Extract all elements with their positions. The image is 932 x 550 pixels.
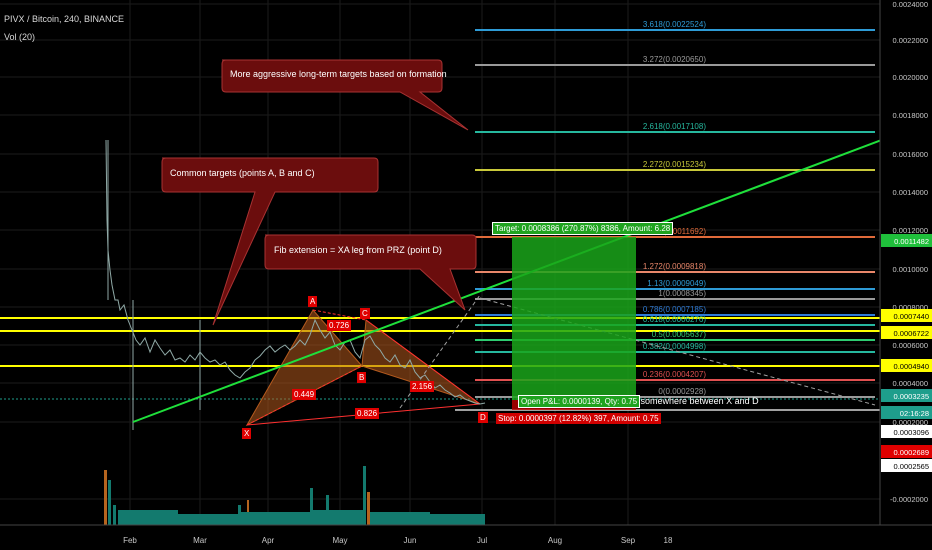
price-marker[interactable]: 0.0004940 bbox=[881, 359, 932, 372]
price-tick-label: 0.0020000 bbox=[893, 73, 928, 82]
fib-level-label: 2.618(0.0017108) bbox=[643, 122, 707, 131]
projection-line-2[interactable] bbox=[479, 297, 876, 406]
fib-level-label: 0.382(0.0004998) bbox=[643, 342, 707, 351]
price-spikes bbox=[107, 140, 201, 430]
fib-level-label: 0.5(0.0005637) bbox=[652, 330, 707, 339]
time-tick-label: Sep bbox=[621, 536, 636, 545]
fib-level-label: 1.272(0.0009818) bbox=[643, 262, 707, 271]
support-resistance-lines[interactable] bbox=[0, 317, 900, 400]
time-tick-label: Jun bbox=[404, 536, 417, 545]
price-tick-label: 0.0002000 bbox=[893, 418, 928, 427]
pattern-point-label: A bbox=[308, 296, 318, 307]
time-tick-label: 18 bbox=[664, 536, 673, 545]
callout-fib-ext[interactable] bbox=[264, 234, 477, 311]
fib-level-label: 2.272(0.0015234) bbox=[643, 160, 707, 169]
open-pl-label[interactable]: Open P&L: 0.0000139, Qty: 0.75 bbox=[518, 395, 641, 408]
callout-aggressive[interactable] bbox=[221, 59, 469, 131]
price-tick-label: 0.0024000 bbox=[893, 0, 928, 9]
time-tick-label: Jul bbox=[477, 536, 487, 545]
fib-level[interactable]: 2.272(0.0015234) bbox=[475, 160, 875, 171]
price-tick-label: 0.0004000 bbox=[893, 379, 928, 388]
time-tick-label: Mar bbox=[193, 536, 207, 545]
time-tick-label: Aug bbox=[548, 536, 562, 545]
callout-aggressive-text: More aggressive long-term targets based … bbox=[230, 69, 447, 79]
price-marker-label: 0.0003235 bbox=[894, 392, 929, 401]
fib-level-label: 1(0.0008345) bbox=[658, 289, 706, 298]
symbol-title[interactable]: PIVX / Bitcoin, 240, BINANCE bbox=[4, 14, 125, 24]
price-marker-label: 02:16:28 bbox=[900, 409, 929, 418]
pattern-ratio-label: 0.449 bbox=[292, 389, 317, 400]
fib-level-label: 0.618(0.0006276) bbox=[643, 315, 707, 324]
target-label[interactable]: Target: 0.0008386 (270.87%) 8386, Amount… bbox=[492, 222, 674, 235]
fib-level-label: 1.13(0.0009049) bbox=[647, 279, 706, 288]
fib-level-label: 0.786(0.0007185) bbox=[643, 305, 707, 314]
price-tick-label: 0.0018000 bbox=[893, 111, 928, 120]
pattern-ratio-label: 0.726 bbox=[327, 320, 352, 331]
price-marker-label: 0.0006722 bbox=[894, 329, 929, 338]
price-marker[interactable]: 0.0003235 bbox=[881, 389, 932, 402]
price-marker-label: 0.0002565 bbox=[894, 462, 929, 471]
fib-level-label: 3.618(0.0022524) bbox=[643, 20, 707, 29]
price-marker-label: 0.0004940 bbox=[894, 362, 929, 371]
fib-level-label: 0(0.0002928) bbox=[658, 387, 706, 396]
price-axis-bg bbox=[880, 0, 932, 550]
price-tick-label: 0.0006000 bbox=[893, 341, 928, 350]
price-tick-label: 0.0016000 bbox=[893, 150, 928, 159]
price-marker-label: 0.0002689 bbox=[894, 448, 929, 457]
price-marker[interactable]: 0.0002565 bbox=[881, 459, 932, 472]
price-tick-label: 0.0012000 bbox=[893, 226, 928, 235]
callout-common-text: Common targets (points A, B and C) bbox=[170, 168, 315, 178]
pattern-point-label: C bbox=[360, 308, 370, 319]
time-tick-label: May bbox=[332, 536, 347, 545]
price-series bbox=[105, 139, 486, 405]
time-axis[interactable]: Feb Mar Apr May Jun Jul Aug Sep 18 bbox=[123, 536, 673, 545]
price-marker-label: 0.0003096 bbox=[894, 428, 929, 437]
price-tick-label: 0.0014000 bbox=[893, 188, 928, 197]
price-tick-label: 0.0008000 bbox=[893, 303, 928, 312]
price-tick-label: 0.0010000 bbox=[893, 265, 928, 274]
stop-loss-note: Stop Loss somewhere between X and D bbox=[598, 396, 759, 406]
pattern-point-label: X bbox=[242, 428, 252, 439]
price-marker[interactable]: 0.0006722 bbox=[881, 326, 932, 339]
price-marker[interactable]: 0.0002689 bbox=[881, 445, 932, 458]
fib-level[interactable]: 3.618(0.0022524) bbox=[475, 20, 875, 31]
price-marker[interactable]: 0.0007440 bbox=[881, 309, 932, 322]
pattern-point-label: D bbox=[478, 412, 488, 423]
price-marker[interactable]: 02:16:28 bbox=[881, 406, 932, 419]
pattern-point-label: B bbox=[357, 372, 367, 383]
price-axis[interactable]: 0.0024000 0.0022000 0.0020000 0.0018000 0.00… bbox=[881, 0, 932, 504]
price-marker[interactable]: 0.0003096 bbox=[881, 425, 932, 438]
stop-label[interactable]: Stop: 0.0000397 (12.82%) 397, Amount: 0.… bbox=[496, 413, 661, 424]
time-tick-label: Apr bbox=[262, 536, 275, 545]
fib-level[interactable]: 3.272(0.0020650) bbox=[475, 55, 875, 66]
price-marker[interactable]: 0.0011482 bbox=[881, 234, 932, 247]
volume-bars bbox=[104, 466, 485, 525]
fib-level-label: 3.272(0.0020650) bbox=[643, 55, 707, 64]
price-marker-label: 0.0007440 bbox=[894, 312, 929, 321]
fib-level-label: 1.618(0.0011692) bbox=[643, 227, 706, 236]
fib-level-label: 0.236(0.0004207) bbox=[643, 370, 707, 379]
profit-zone[interactable] bbox=[512, 237, 636, 400]
volume-indicator-label[interactable]: Vol (20) bbox=[4, 32, 36, 42]
time-tick-label: Feb bbox=[123, 536, 137, 545]
pattern-ratio-label: 2.156 bbox=[410, 381, 435, 392]
price-tick-label: -0.0002000 bbox=[890, 495, 928, 504]
pattern-ratio-label: 0.826 bbox=[355, 408, 380, 419]
callout-common[interactable] bbox=[161, 157, 379, 326]
callout-fib-ext-text: Fib extension = XA leg from PRZ (point D… bbox=[274, 245, 442, 255]
fib-level[interactable]: 2.618(0.0017108) bbox=[475, 122, 875, 133]
price-marker-label: 0.0011482 bbox=[894, 237, 929, 246]
price-tick-label: 0.0022000 bbox=[893, 36, 928, 45]
